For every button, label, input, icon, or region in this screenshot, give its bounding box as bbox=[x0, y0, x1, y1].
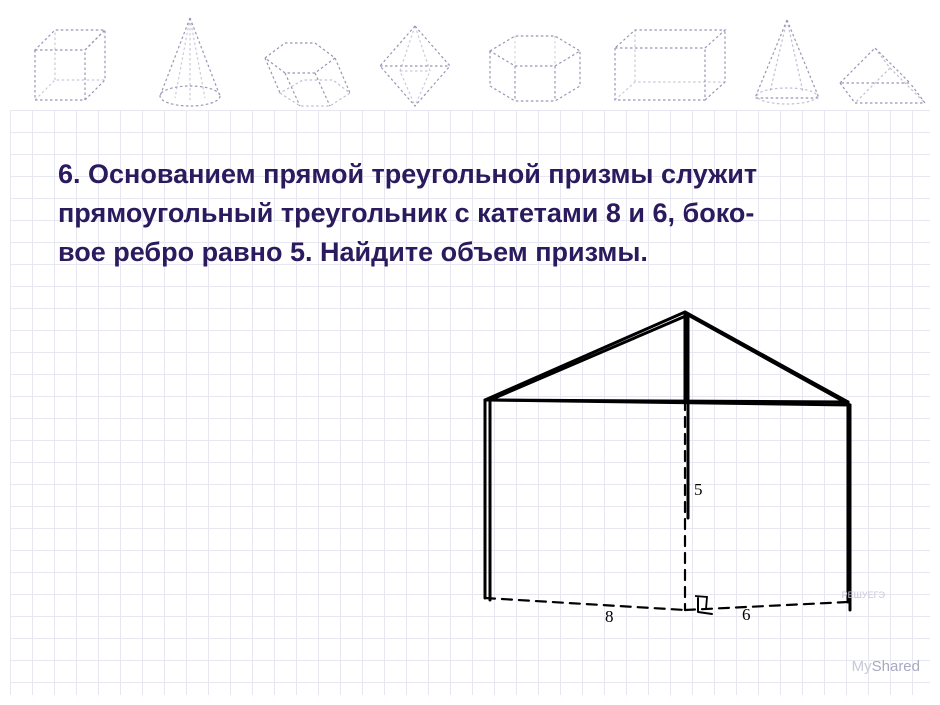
solid-hex-prism-icon bbox=[265, 43, 350, 106]
solid-cube-icon bbox=[35, 30, 105, 100]
prism-diagram: 5 8 6 bbox=[430, 300, 880, 680]
header-solids-row bbox=[0, 8, 940, 123]
solid-octahedron-icon bbox=[380, 26, 450, 106]
problem-line-3: вое ребро равно 5. Найдите объем призмы. bbox=[58, 233, 900, 272]
edge-label-5: 5 bbox=[694, 480, 703, 499]
solid-box-icon bbox=[615, 30, 725, 100]
prism-top-front-edges bbox=[490, 315, 850, 405]
watermark-main: MyShared bbox=[852, 658, 920, 675]
solid-hex-prism-flat-icon bbox=[490, 36, 580, 101]
problem-statement: 6. Основанием прямой треугольной призмы … bbox=[58, 155, 900, 272]
solid-cone-icon bbox=[160, 18, 220, 106]
edge-label-6: 6 bbox=[742, 605, 751, 624]
watermark-small: РЕШУЕГЭ bbox=[842, 590, 885, 600]
problem-line-2: прямоугольный треугольник с катетами 8 и… bbox=[58, 194, 900, 233]
solid-tri-prism-icon bbox=[840, 48, 925, 103]
solid-pyramid-icon bbox=[755, 20, 819, 104]
problem-line-1: 6. Основанием прямой треугольной призмы … bbox=[58, 155, 900, 194]
edge-label-8: 8 bbox=[605, 607, 614, 626]
